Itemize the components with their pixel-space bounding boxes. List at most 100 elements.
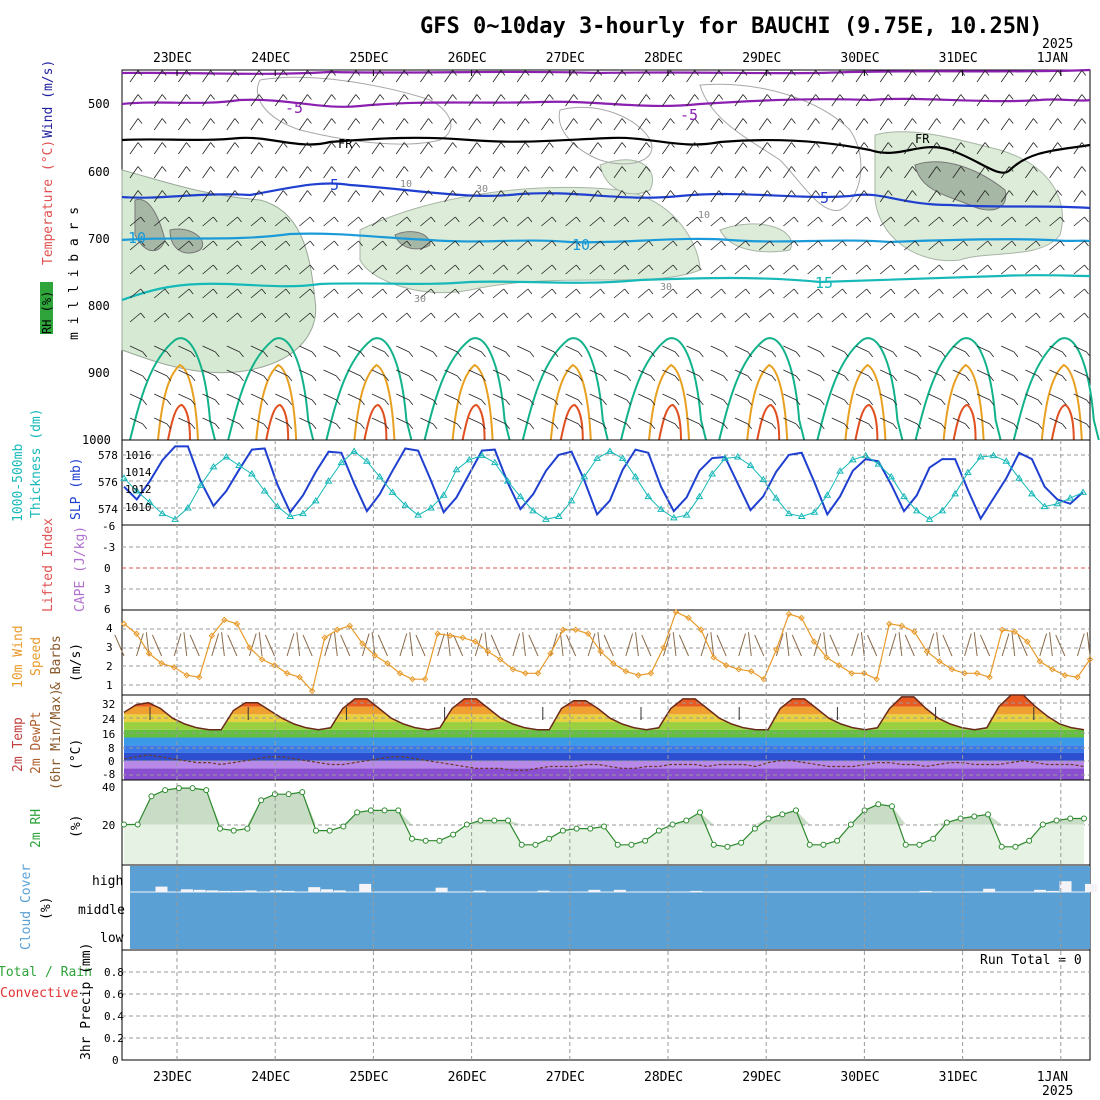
upper-wind-barb-flag — [819, 423, 825, 430]
upper-wind-barb-flag — [379, 118, 385, 124]
upper-wind-barb-flag — [984, 190, 990, 196]
upper-wind-barb-flag — [476, 70, 482, 76]
cloud-middle-label: middle — [78, 903, 125, 918]
upper-wind-barb — [928, 393, 942, 401]
upper-wind-barb — [274, 94, 284, 107]
upper-wind-barb — [226, 190, 236, 203]
upper-wind-barb — [202, 312, 214, 323]
upper-wind-barb-flag — [769, 216, 775, 223]
upper-wind-barb — [807, 288, 819, 299]
upper-wind-barb-flag — [335, 423, 341, 430]
upper-wind-barb-flag — [258, 166, 264, 172]
upper-wind-barb — [855, 94, 865, 107]
upper-wind-barb — [686, 118, 695, 131]
upper-wind-barb-flag — [384, 375, 390, 382]
upper-wind-barb — [323, 288, 335, 299]
upper-wind-barb-flag — [819, 375, 825, 382]
upper-wind-barb-flag — [529, 351, 535, 358]
upper-wind-barb — [274, 264, 287, 275]
upper-wind-barb-flag — [697, 264, 702, 271]
upper-wind-barb-flag — [602, 351, 607, 358]
upper-wind-barb — [492, 288, 504, 299]
upper-wind-barb — [153, 94, 163, 107]
upper-wind-barb-flag — [282, 70, 288, 76]
upper-wind-barb-flag — [698, 399, 704, 406]
wind10m-barb — [221, 632, 225, 657]
upper-wind-barb — [202, 345, 216, 353]
upper-wind-barb — [178, 288, 190, 299]
upper-wind-barb — [202, 118, 211, 131]
upper-wind-barb — [904, 142, 913, 155]
rh-point — [409, 835, 415, 842]
upper-wind-barb — [371, 240, 383, 251]
upper-wind-barb — [1049, 417, 1063, 425]
upper-wind-barb-flag — [406, 264, 412, 271]
wind10m-barb — [716, 634, 727, 657]
upper-wind-barb — [662, 94, 671, 107]
upper-wind-barb-flag — [815, 142, 820, 148]
thickness-point — [388, 488, 397, 495]
wind10m-barb — [211, 633, 220, 657]
upper-wind-barb — [323, 369, 337, 377]
upper-wind-barb-flag — [287, 399, 293, 406]
thickness-point — [746, 461, 755, 468]
upper-wind-barb-flag — [432, 351, 438, 358]
upper-wind-barb-flag — [186, 190, 191, 196]
upper-wind-barb — [347, 118, 357, 131]
cape-panel: -6 -3 0 3 6 Lifted Index CAPE (J/kg) — [41, 518, 1091, 616]
upper-wind-barb-flag — [210, 142, 215, 148]
upper-wind-barb-flag — [916, 351, 922, 358]
upper-wind-barb-flag — [1086, 351, 1091, 358]
upper-wind-barb-flag — [307, 70, 312, 76]
upper-wind-barb-flag — [551, 312, 557, 319]
upper-wind-barb — [129, 190, 139, 203]
rh-point — [340, 823, 347, 830]
upper-wind-barb — [541, 118, 550, 131]
upper-wind-barb-flag — [382, 288, 388, 295]
upper-wind-barb — [759, 345, 773, 353]
thickness-point — [196, 481, 205, 488]
upper-wind-barb — [274, 288, 287, 299]
upper-wind-barb-flag — [645, 142, 651, 148]
slp-label: SLP (mb) — [69, 457, 84, 520]
upper-wind-barb-flag — [164, 240, 170, 247]
upper-wind-barb — [976, 142, 986, 155]
upper-wind-barb-flag — [576, 264, 581, 271]
upper-wind-barb-flag — [600, 312, 605, 319]
upper-wind-barb-flag — [1081, 142, 1087, 148]
upper-wind-barb — [759, 393, 773, 401]
upper-wind-barb-flag — [452, 166, 457, 172]
upper-wind-barb-flag — [912, 166, 917, 172]
upper-wind-barb — [468, 369, 482, 377]
rh-point — [916, 841, 923, 848]
precip-panel: Run Total = 0 0.8 0.6 0.4 0.2 0 Total / … — [0, 943, 1091, 1067]
upper-wind-barb — [1000, 312, 1013, 323]
upper-wind-barb-flag — [723, 375, 728, 382]
thickness-point — [286, 512, 295, 519]
upper-wind-barb-flag — [939, 240, 944, 247]
upper-wind-barb — [976, 70, 986, 83]
rh-point — [422, 837, 429, 844]
rh-point — [477, 817, 484, 824]
upper-wind-barb-flag — [549, 70, 554, 76]
upper-wind-barb — [226, 288, 238, 299]
upper-wind-barb — [783, 312, 795, 323]
upper-wind-barb — [323, 393, 337, 401]
upper-wind-barb — [710, 216, 722, 227]
wind10m-barb — [340, 634, 351, 657]
upper-wind-barb-flag — [769, 240, 775, 247]
wind-speed-point — [522, 670, 529, 677]
upper-wind-barb — [250, 369, 264, 377]
upper-wind-barb-flag — [258, 142, 264, 148]
upper-wind-barb-flag — [190, 375, 196, 382]
upper-wind-barb — [976, 240, 988, 251]
upper-wind-barb — [129, 240, 141, 251]
upper-wind-barb — [226, 345, 240, 353]
upper-wind-barb-flag — [887, 94, 893, 100]
wind10m-barb — [264, 634, 276, 657]
upper-wind-barb — [831, 70, 841, 83]
thk-tick-576: 576 — [98, 476, 118, 489]
upper-wind-barb-flag — [989, 375, 995, 382]
upper-wind-barb — [226, 166, 236, 179]
upper-wind-barb-flag — [234, 142, 240, 148]
